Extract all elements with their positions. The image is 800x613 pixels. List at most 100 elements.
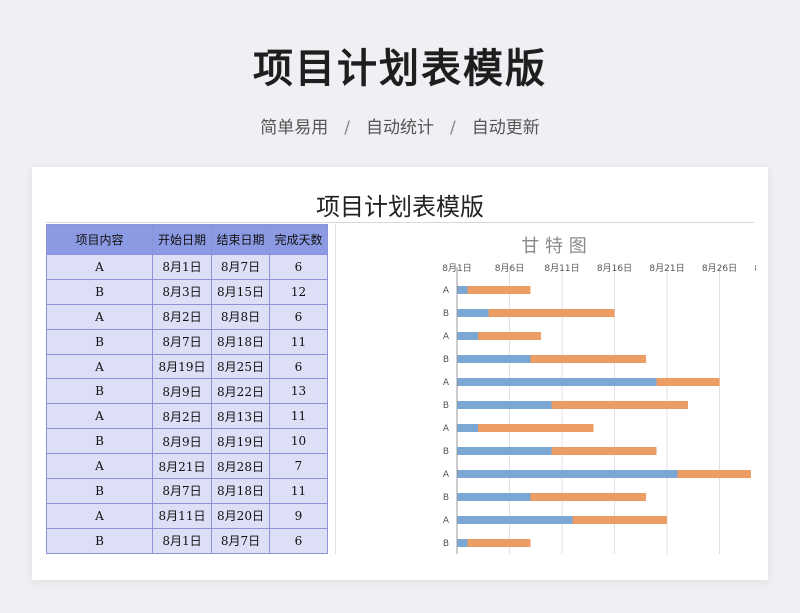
cell-duration: 6 — [269, 527, 328, 554]
cell-end-date: 8月7日 — [211, 254, 270, 280]
cell-task: A — [46, 502, 153, 529]
cell-start-date: 8月19日 — [152, 353, 212, 380]
cell-duration: 11 — [269, 328, 328, 355]
gantt-bar — [478, 424, 594, 432]
table-row: B 8月7日 8月18日 11 — [46, 478, 328, 504]
sheet-title: 项目计划表模版 — [316, 193, 484, 221]
subtitle-item: 自动统计 — [366, 118, 434, 138]
table-row: A 8月21日 8月28日 7 — [46, 453, 328, 480]
cell-duration: 6 — [269, 353, 328, 380]
table-row: A 8月11日 8月20日 9 — [46, 502, 328, 529]
cell-duration: 7 — [269, 453, 328, 480]
table-row: B 8月1日 8月7日 6 — [46, 527, 328, 554]
gantt-bar — [530, 493, 646, 501]
header-task: 项目内容 — [46, 224, 153, 255]
table-row: A 8月1日 8月7日 6 — [46, 254, 328, 280]
gantt-bar — [467, 539, 531, 547]
gantt-bar — [467, 286, 531, 294]
cell-task: A — [46, 403, 153, 430]
gantt-bar — [457, 493, 531, 501]
cell-start-date: 8月2日 — [152, 303, 212, 330]
y-category-label: A — [443, 286, 450, 296]
cell-task: B — [46, 527, 153, 554]
cell-start-date: 8月1日 — [152, 527, 212, 554]
gantt-bar — [457, 470, 678, 478]
y-category-label: A — [443, 332, 450, 342]
gantt-bar — [572, 516, 667, 524]
cell-task: B — [46, 328, 153, 355]
cell-duration: 10 — [269, 428, 328, 455]
y-category-label: A — [443, 470, 450, 480]
gantt-bar — [457, 447, 552, 455]
table-row: B 8月3日 8月15日 12 — [46, 278, 328, 305]
chart-title: 甘 特 图 — [521, 236, 586, 257]
page-subtitle: 简单易用 / 自动统计 / 自动更新 — [0, 113, 800, 138]
y-category-label: A — [443, 424, 450, 434]
x-tick-label: 8月16日 — [597, 263, 632, 274]
task-table: 项目内容 开始日期 结束日期 完成天数 A 8月1日 8月7日 6 B 8月3日 8月15日… — [46, 224, 328, 554]
table-header-row: 项目内容 开始日期 结束日期 完成天数 — [46, 224, 328, 255]
cell-end-date: 8月7日 — [211, 527, 270, 554]
cell-duration: 11 — [269, 403, 328, 430]
gantt-bar — [457, 378, 657, 386]
spreadsheet-preview: 项目计划表模版 项目内容 开始日期 结束日期 完成天数 A 8月1日 8月7日 6 B 8… — [32, 167, 768, 580]
cell-duration: 9 — [269, 502, 328, 529]
page-title: 项目计划表模版 — [253, 46, 547, 92]
header-duration: 完成天数 — [269, 224, 328, 255]
subtitle-separator: / — [450, 118, 456, 138]
y-category-label: B — [443, 309, 449, 319]
subtitle-item: 自动更新 — [471, 118, 540, 138]
cell-task: A — [46, 254, 153, 280]
table-row: A 8月2日 8月8日 6 — [46, 303, 328, 330]
cell-duration: 11 — [269, 478, 328, 504]
y-category-label: B — [443, 355, 449, 365]
subtitle-item: 简单易用 — [260, 118, 329, 138]
cell-duration: 13 — [269, 378, 328, 405]
subtitle-separator: / — [344, 118, 350, 138]
table-row: B 8月7日 8月18日 11 — [46, 328, 328, 355]
column-divider — [335, 224, 336, 554]
cell-task: B — [46, 478, 153, 504]
cell-start-date: 8月9日 — [152, 428, 212, 455]
gantt-chart: 甘 特 图8月1日8月6日8月11日8月16日8月21日8月26日8月31日AB… — [442, 236, 756, 554]
cell-start-date: 8月7日 — [152, 328, 212, 355]
gantt-bar — [457, 309, 489, 317]
gantt-bar — [457, 401, 552, 409]
gantt-bar — [457, 516, 573, 524]
cell-task: B — [46, 278, 153, 305]
cell-start-date: 8月9日 — [152, 378, 212, 405]
cell-task: A — [46, 453, 153, 480]
x-tick-label: 8月21日 — [649, 263, 684, 274]
cell-end-date: 8月28日 — [211, 453, 270, 480]
y-category-label: B — [443, 539, 449, 549]
gantt-bar — [551, 401, 688, 409]
cell-start-date: 8月7日 — [152, 478, 212, 504]
cell-duration: 6 — [269, 254, 328, 280]
y-category-label: B — [443, 401, 449, 411]
y-category-label: A — [443, 378, 450, 388]
cell-start-date: 8月21日 — [152, 453, 212, 480]
y-category-label: A — [443, 516, 450, 526]
cell-start-date: 8月11日 — [152, 502, 212, 529]
table-row: A 8月2日 8月13日 11 — [46, 403, 328, 430]
cell-task: B — [46, 378, 153, 405]
gantt-bar — [457, 286, 468, 294]
cell-duration: 12 — [269, 278, 328, 305]
cell-end-date: 8月15日 — [211, 278, 270, 305]
cell-duration: 6 — [269, 303, 328, 330]
x-tick-label: 8月11日 — [544, 263, 579, 274]
cell-start-date: 8月3日 — [152, 278, 212, 305]
cell-task: A — [46, 353, 153, 380]
cell-end-date: 8月8日 — [211, 303, 270, 330]
gantt-bar — [478, 332, 541, 340]
cell-end-date: 8月22日 — [211, 378, 270, 405]
cell-end-date: 8月18日 — [211, 328, 270, 355]
x-tick-label: 8月6日 — [495, 263, 524, 274]
cell-end-date: 8月25日 — [211, 353, 270, 380]
cell-task: A — [46, 303, 153, 330]
gantt-bar — [457, 355, 531, 363]
title-divider — [46, 222, 754, 223]
gantt-bar — [656, 378, 720, 386]
gantt-bar — [457, 332, 478, 340]
gantt-bar — [457, 539, 468, 547]
